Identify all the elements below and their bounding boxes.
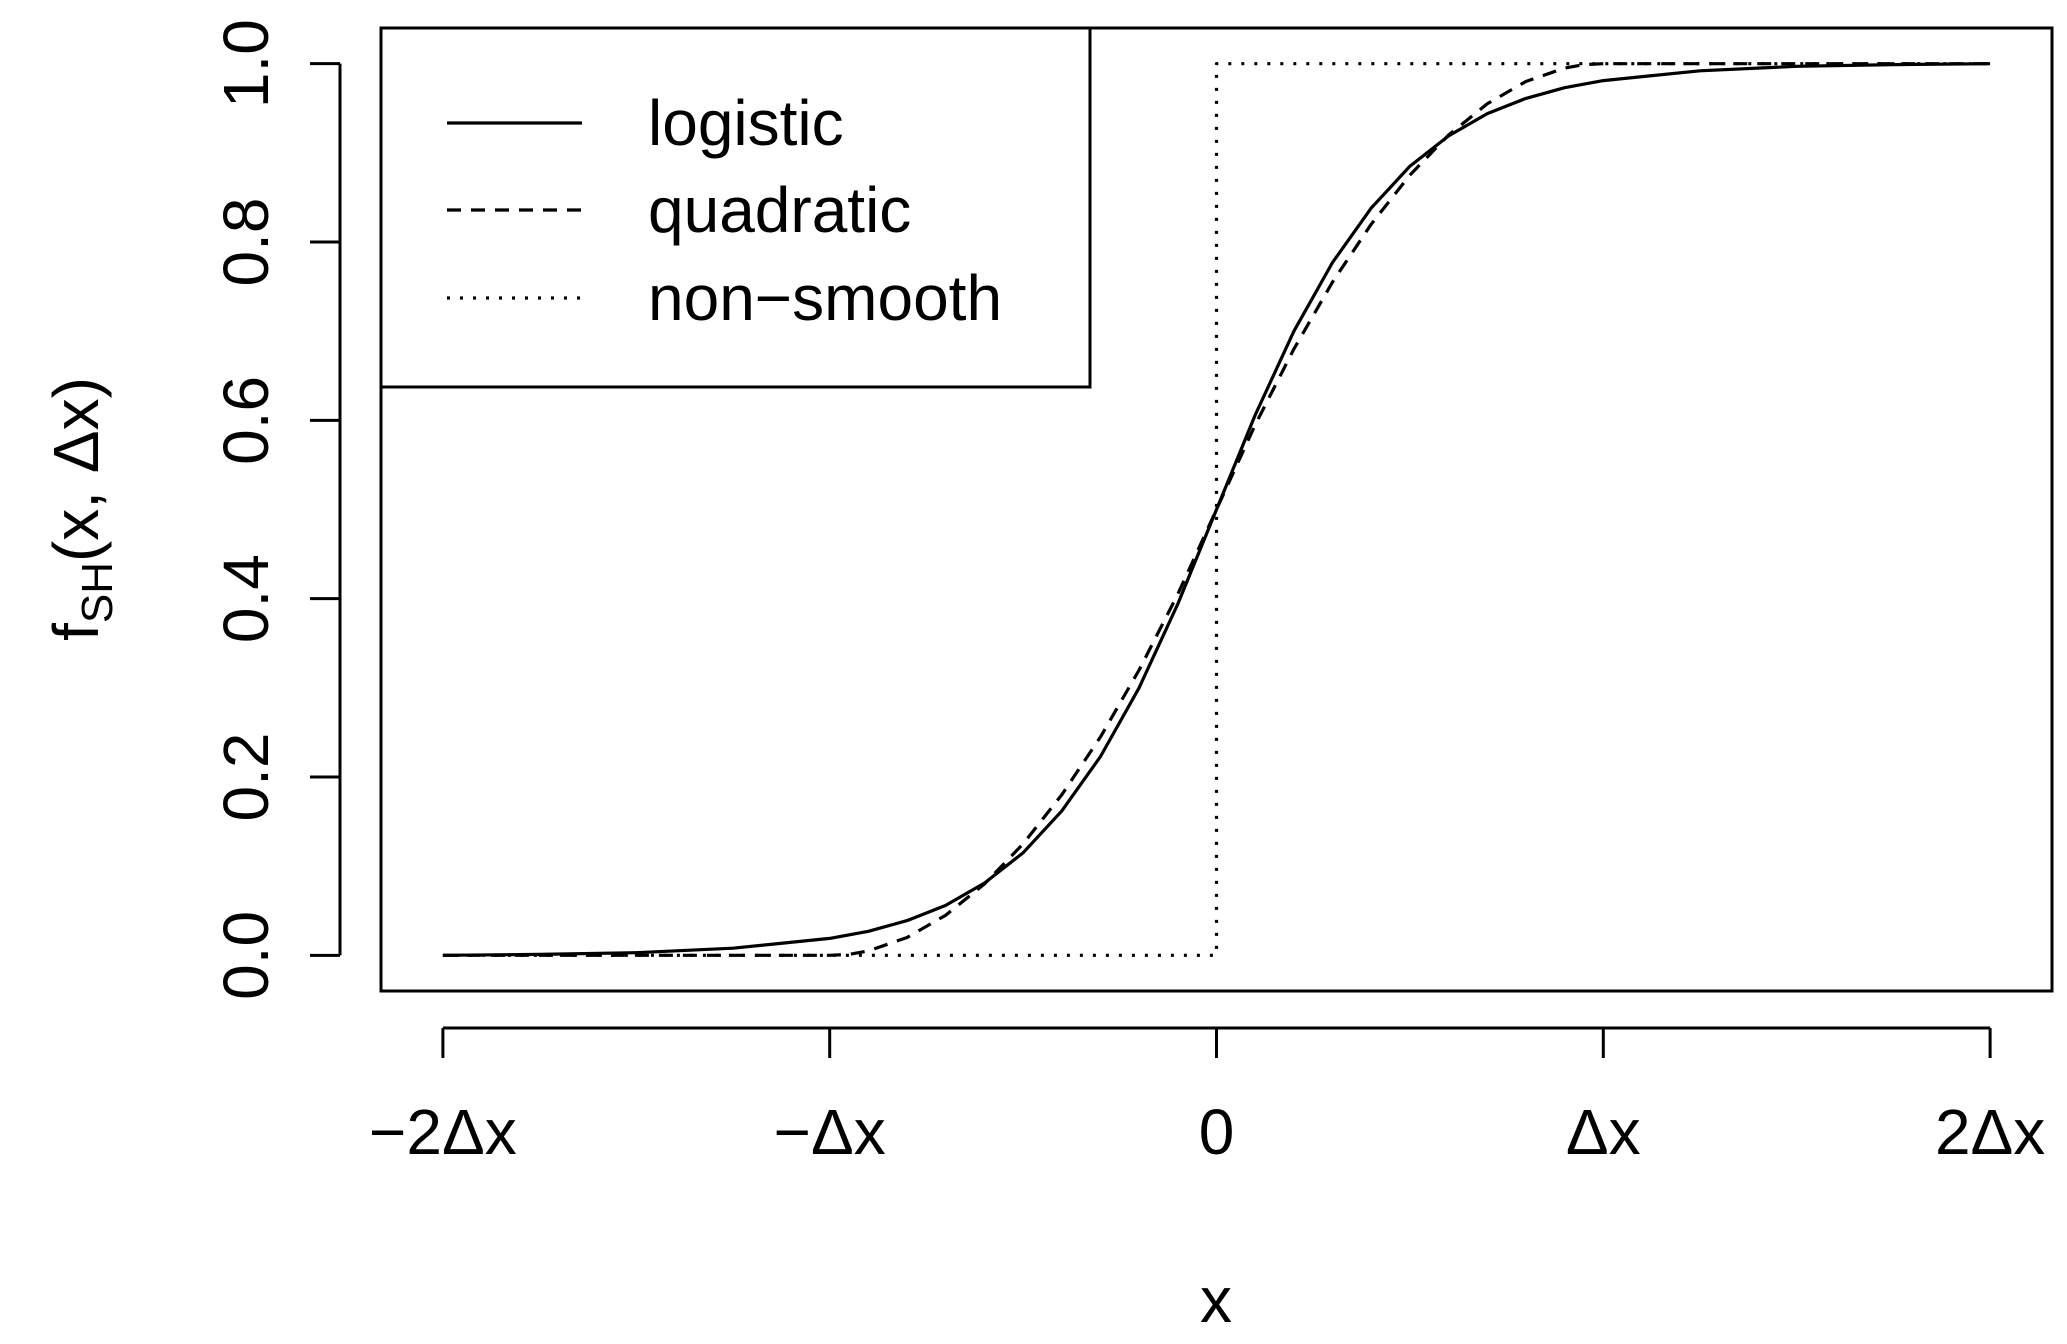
legend-label-non-smooth: non−smooth <box>648 262 1002 334</box>
y-tick-label: 0.4 <box>210 554 282 643</box>
series-line-quadratic <box>442 62 1991 957</box>
y-axis-title-main: f <box>40 623 112 641</box>
legend-label-quadratic: quadratic <box>648 174 911 246</box>
y-tick-label: 0.6 <box>210 376 282 465</box>
x-tick-label: −2Δx <box>369 1096 517 1168</box>
legend-box <box>379 26 1092 389</box>
y-axis: 0.0 0.2 0.4 0.6 0.8 1.0 <box>210 19 342 1000</box>
legend: logistic quadratic non−smooth <box>379 26 1092 389</box>
y-axis-title-subscript: SH <box>73 562 122 623</box>
y-tick-label: 1.0 <box>210 19 282 108</box>
x-axis-title: x <box>1200 1264 1232 1336</box>
legend-label-logistic: logistic <box>648 87 844 159</box>
y-tick-label: 0.8 <box>210 198 282 287</box>
y-axis-title-rest: (x, Δx) <box>40 377 112 562</box>
y-axis-title: fSH(x, Δx) <box>40 377 122 641</box>
x-tick-label: 0 <box>1199 1096 1235 1168</box>
x-tick-label: Δx <box>1566 1096 1641 1168</box>
y-tick-label: 0.2 <box>210 733 282 822</box>
x-axis: −2Δx −Δx 0 Δx 2Δx <box>369 1026 2045 1168</box>
series-layer <box>442 62 1991 957</box>
plot-frame <box>379 26 2054 993</box>
y-tick-label: 0.0 <box>210 911 282 1000</box>
x-tick-label: 2Δx <box>1935 1096 2045 1168</box>
series-line-logistic <box>442 62 1991 957</box>
x-tick-label: −Δx <box>774 1096 886 1168</box>
